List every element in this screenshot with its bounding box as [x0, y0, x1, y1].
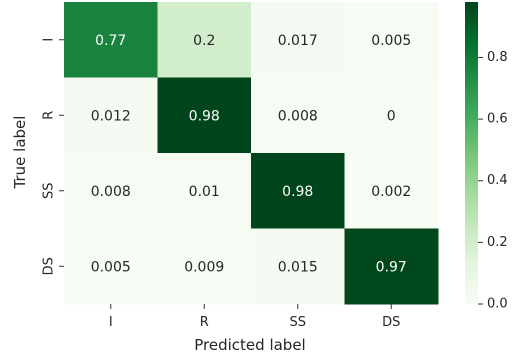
- cell-value-label: 0.01: [189, 184, 220, 200]
- heatmap-cell: [64, 77, 158, 154]
- heatmap-cell: [157, 2, 252, 78]
- heatmap-cell: [344, 77, 439, 154]
- x-axis-label: Predicted label: [194, 336, 305, 354]
- heatmap-cell: [157, 77, 252, 154]
- heatmap-cell: [64, 2, 158, 78]
- cell-value-label: 0.009: [184, 259, 224, 275]
- heatmap-cell: [64, 228, 158, 305]
- colorbar-tick-label: 0.8: [487, 50, 508, 65]
- heatmap-cell: [251, 153, 345, 229]
- y-tick-label: SS: [42, 182, 57, 199]
- cell-value-label: 0.97: [376, 259, 407, 275]
- heatmap-cell: [251, 228, 345, 305]
- colorbar-gradient: [465, 2, 478, 304]
- heatmap-cell: [344, 2, 439, 78]
- heatmap-cell: [344, 153, 439, 229]
- x-tick-label: DS: [382, 315, 400, 330]
- colorbar-tick-label: 0.6: [487, 112, 508, 127]
- cell-value-label: 0.008: [278, 108, 318, 124]
- cell-value-label: 0.005: [371, 33, 411, 49]
- y-axis-label: True label: [11, 116, 29, 190]
- heatmap-cell: [251, 2, 345, 78]
- x-axis-ticks: I R SS DS: [109, 304, 400, 330]
- cell-value-label: 0.2: [193, 33, 215, 49]
- cell-value-label: 0.012: [91, 108, 131, 124]
- cell-value-label: 0.005: [91, 259, 131, 275]
- colorbar: 0.0 0.2 0.4 0.6 0.8: [465, 2, 508, 312]
- x-tick-label: I: [109, 315, 113, 330]
- heatmap-cell: [157, 228, 252, 305]
- x-tick-label: R: [200, 315, 209, 330]
- heatmap-cell: [157, 153, 252, 229]
- heatmap-cells: [64, 2, 439, 305]
- heatmap-cell: [344, 228, 439, 305]
- y-tick-label: DS: [42, 257, 57, 275]
- x-tick-label: SS: [289, 315, 306, 330]
- cell-value-label: 0.015: [278, 259, 318, 275]
- colorbar-tick-label: 0.2: [487, 235, 508, 250]
- cell-value-label: 0.77: [95, 33, 126, 49]
- colorbar-tick-label: 0.0: [487, 297, 508, 312]
- cell-value-label: 0.008: [91, 184, 131, 200]
- cell-value-label: 0.98: [189, 108, 220, 124]
- y-axis-ticks: I R SS DS: [42, 38, 64, 275]
- cell-value-label: 0.98: [282, 184, 313, 200]
- y-tick-label: R: [42, 111, 57, 120]
- cell-value-label: 0.002: [371, 184, 411, 200]
- heatmap-cell: [64, 153, 158, 229]
- cell-value-label: 0: [387, 108, 396, 124]
- heatmap-cell: [251, 77, 345, 154]
- cell-annotations: 0.77 0.2 0.017 0.005 0.012 0.98 0.008 0 0.008 0.0…: [91, 33, 412, 276]
- colorbar-tick-label: 0.4: [487, 173, 508, 188]
- colorbar-ticks: 0.0 0.2 0.4 0.6 0.8: [478, 50, 508, 312]
- cell-value-label: 0.017: [278, 33, 318, 49]
- y-tick-label: I: [42, 38, 57, 42]
